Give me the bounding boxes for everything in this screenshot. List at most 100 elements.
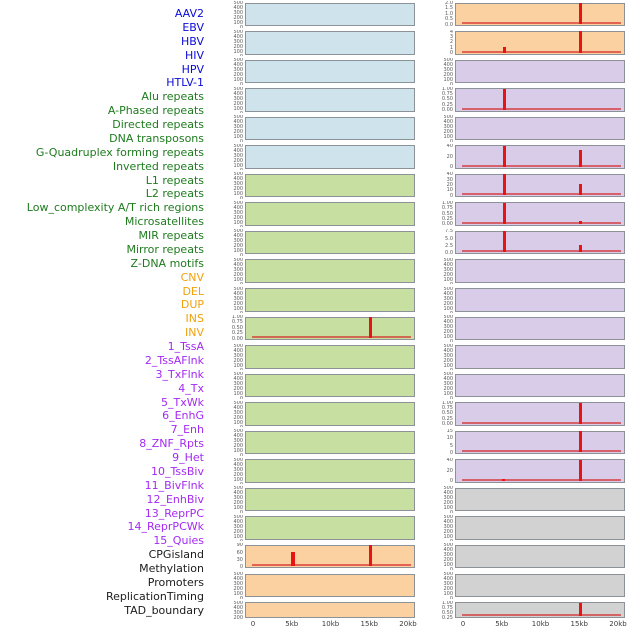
y-tick-label: 0 bbox=[449, 50, 453, 57]
y-tick-label: 0 bbox=[240, 83, 243, 85]
y-tick-label: 20 bbox=[446, 153, 453, 160]
signal-spike bbox=[368, 545, 372, 567]
y-tick-label: 300 bbox=[233, 209, 243, 216]
track-label: 9_Het bbox=[172, 451, 204, 465]
signal-baseline bbox=[252, 336, 411, 339]
y-tick-label: 2.0 bbox=[445, 1, 453, 6]
y-tick-label: 200 bbox=[233, 614, 243, 620]
track-panel bbox=[455, 145, 625, 169]
y-tick-label: 1.00 bbox=[441, 86, 453, 92]
y-tick-label: 100 bbox=[233, 77, 243, 84]
y-tick-label: 2.5 bbox=[445, 242, 453, 249]
y-tick-label: 100 bbox=[233, 134, 243, 141]
y-tick-label: 20 bbox=[446, 467, 453, 474]
y-tick-label: 500 bbox=[233, 343, 243, 349]
y-tick-label: 200 bbox=[443, 271, 453, 278]
y-axis-ticks: 5004003002001000 bbox=[201, 229, 243, 256]
track-label: CNV bbox=[180, 270, 204, 284]
y-axis-ticks: 5004003002001000 bbox=[201, 429, 243, 456]
y-tick-label: 500 bbox=[233, 229, 243, 235]
y-tick-label: 0 bbox=[240, 140, 243, 142]
track-label: 2_TssAFlnk bbox=[144, 353, 204, 367]
x-tick-label: 5kb bbox=[285, 620, 299, 628]
y-tick-label: 0.25 bbox=[231, 330, 243, 337]
y-tick-label: 0 bbox=[450, 368, 453, 370]
y-tick-label: 400 bbox=[233, 347, 243, 354]
y-tick-label: 100 bbox=[443, 276, 453, 283]
track-label: CPGisland bbox=[148, 548, 204, 562]
y-tick-label: 300 bbox=[443, 581, 453, 587]
track-label: ReplicationTiming bbox=[105, 589, 204, 603]
y-tick-label: 200 bbox=[233, 357, 243, 364]
y-tick-label: 100 bbox=[233, 20, 243, 26]
y-axis-ticks: 5004003002001000 bbox=[201, 258, 243, 285]
track-label: 10_TssBiv bbox=[151, 464, 204, 478]
y-tick-label: 100 bbox=[443, 505, 453, 512]
x-tick-label: 20kb bbox=[609, 620, 627, 628]
signal-baseline bbox=[462, 478, 621, 481]
y-tick-label: 300 bbox=[443, 552, 453, 559]
y-tick-label: 0.75 bbox=[441, 91, 453, 98]
track-panel bbox=[455, 2, 625, 26]
y-tick-label: 400 bbox=[233, 261, 243, 268]
signal-spike bbox=[502, 202, 507, 224]
track-label: Methylation bbox=[139, 562, 204, 576]
y-tick-label: 40 bbox=[446, 143, 453, 149]
y-tick-label: 300 bbox=[443, 523, 453, 530]
y-tick-label: 500 bbox=[443, 115, 453, 121]
track-label: L2 repeats bbox=[145, 187, 204, 201]
y-tick-label: 10 bbox=[446, 435, 453, 442]
y-tick-label: 400 bbox=[443, 547, 453, 554]
track-label: A-Phased repeats bbox=[107, 104, 204, 118]
y-tick-label: 400 bbox=[233, 119, 243, 126]
track-label: HTLV-1 bbox=[166, 76, 204, 90]
y-tick-label: 100 bbox=[233, 105, 243, 112]
track-label: 3_TxFlnk bbox=[155, 367, 204, 381]
y-tick-label: 0 bbox=[240, 168, 243, 170]
y-tick-label: 500 bbox=[233, 514, 243, 520]
signal-baseline bbox=[462, 614, 621, 616]
track-panel bbox=[245, 145, 415, 169]
y-tick-label: 500 bbox=[233, 257, 243, 263]
y-tick-label: 10 bbox=[446, 187, 453, 194]
y-tick-label: 200 bbox=[233, 500, 243, 507]
y-axis-ticks: 5004003002001000 bbox=[201, 287, 243, 314]
track-panel bbox=[455, 316, 625, 341]
signal-spike bbox=[291, 551, 295, 567]
y-tick-label: 0 bbox=[240, 311, 243, 313]
y-tick-label: 0 bbox=[450, 311, 453, 313]
y-axis-ticks: 1.000.750.500.250.00 bbox=[411, 601, 453, 620]
y-tick-label: 300 bbox=[443, 295, 453, 302]
y-axis-ticks: 5004003002001000 bbox=[411, 344, 453, 371]
y-tick-label: 60 bbox=[236, 549, 243, 556]
y-tick-label: 500 bbox=[233, 572, 243, 577]
track-panel bbox=[245, 430, 415, 455]
y-tick-label: 100 bbox=[443, 334, 453, 341]
y-tick-label: 40 bbox=[446, 172, 453, 178]
y-axis-ticks: 5004003002001000 bbox=[201, 58, 243, 85]
track-panel bbox=[455, 544, 625, 569]
track-label: TAD_boundary bbox=[124, 603, 204, 617]
y-tick-label: 300 bbox=[233, 352, 243, 359]
y-tick-label: 100 bbox=[233, 591, 243, 597]
y-tick-label: 100 bbox=[233, 448, 243, 455]
x-tick-label: 20kb bbox=[399, 620, 417, 628]
track-panel bbox=[245, 59, 415, 84]
y-tick-label: 400 bbox=[233, 176, 243, 183]
y-tick-label: 500 bbox=[443, 286, 453, 292]
track-panel bbox=[245, 316, 415, 341]
y-tick-label: 0 bbox=[239, 563, 243, 570]
track-panel bbox=[245, 259, 415, 283]
track-label: 5_TxWk bbox=[161, 395, 204, 409]
y-tick-label: 0.50 bbox=[441, 96, 453, 103]
y-tick-label: 100 bbox=[233, 391, 243, 398]
y-tick-label: 300 bbox=[233, 581, 243, 587]
y-axis-ticks: 5004003002001000 bbox=[411, 58, 453, 85]
y-tick-label: 100 bbox=[443, 134, 453, 141]
y-tick-label: 0.50 bbox=[441, 609, 453, 616]
y-tick-label: 0 bbox=[240, 54, 243, 56]
y-tick-label: 300 bbox=[443, 124, 453, 131]
y-tick-label: 400 bbox=[233, 576, 243, 582]
y-tick-label: 500 bbox=[233, 600, 243, 606]
